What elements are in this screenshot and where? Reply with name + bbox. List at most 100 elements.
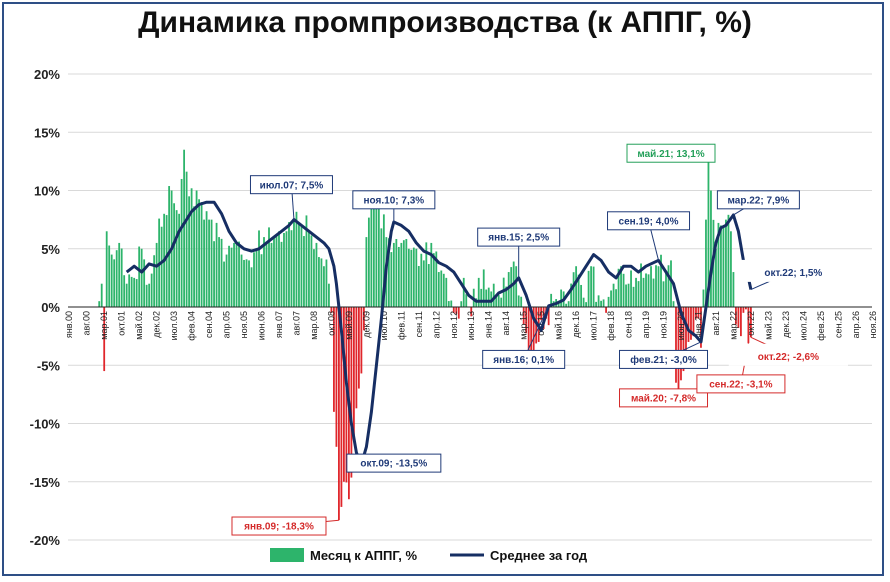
bar xyxy=(185,171,188,307)
bar xyxy=(625,284,627,307)
bar xyxy=(445,277,448,307)
bar xyxy=(415,248,418,307)
bar xyxy=(352,307,355,436)
bar xyxy=(615,289,617,307)
bar xyxy=(655,265,657,307)
bar xyxy=(210,219,213,307)
annotation-box xyxy=(231,516,327,536)
bar xyxy=(330,307,333,313)
bar xyxy=(397,246,400,307)
bar xyxy=(727,214,730,307)
bar xyxy=(695,307,697,319)
bar xyxy=(153,255,156,307)
annotation-box xyxy=(696,374,786,394)
x-tick-label: июн.13 xyxy=(466,311,476,340)
bar xyxy=(230,247,233,307)
bar xyxy=(642,277,645,307)
annotation-label: окт.09; -13,5% xyxy=(360,459,427,470)
bar xyxy=(313,249,315,307)
bar xyxy=(200,202,203,307)
bar xyxy=(318,257,320,307)
bar xyxy=(150,273,153,307)
bar xyxy=(492,283,495,307)
bar xyxy=(285,231,288,307)
bar xyxy=(198,199,200,307)
annotation-label: окт.22; 1,5% xyxy=(764,268,822,279)
bar xyxy=(590,266,592,307)
y-tick-label: 5% xyxy=(41,242,60,257)
bar xyxy=(178,213,181,307)
bar xyxy=(180,178,183,307)
annotation-box xyxy=(728,343,848,366)
bar xyxy=(193,206,195,307)
bar xyxy=(670,260,672,307)
bar xyxy=(595,301,597,307)
bar xyxy=(685,307,687,365)
bar xyxy=(110,254,113,307)
bar xyxy=(298,223,300,307)
bar xyxy=(707,154,710,307)
bar xyxy=(208,219,210,307)
bar xyxy=(377,202,380,307)
bar xyxy=(427,264,430,307)
bar xyxy=(505,286,508,307)
bar xyxy=(305,215,308,307)
bar xyxy=(730,231,732,307)
bar xyxy=(700,307,702,348)
bar xyxy=(632,286,635,307)
bar xyxy=(382,214,385,307)
bar xyxy=(260,254,263,307)
annotation-box xyxy=(346,453,442,473)
legend-line-label: Среднее за год xyxy=(490,548,588,563)
bar xyxy=(592,266,595,307)
bar xyxy=(482,269,485,307)
bar xyxy=(367,217,370,307)
bar xyxy=(275,234,278,307)
annotation: ноя.10; 7,3% xyxy=(352,190,436,222)
bar xyxy=(515,266,518,307)
bar xyxy=(323,266,325,307)
annotation-label: ноя.10; 7,3% xyxy=(364,195,425,206)
avg-line-series xyxy=(125,200,753,466)
bar xyxy=(720,225,722,307)
x-tick-label: фев.18 xyxy=(606,311,616,341)
bar xyxy=(265,241,268,307)
bar xyxy=(255,248,258,307)
bar xyxy=(338,307,340,521)
bar xyxy=(600,300,602,307)
bar xyxy=(293,219,295,307)
x-tick-label: сен.25 xyxy=(833,311,843,338)
bar xyxy=(245,259,248,307)
y-tick-label: 15% xyxy=(34,125,60,140)
bar xyxy=(647,274,650,307)
x-tick-label: сен.11 xyxy=(414,311,424,337)
bar xyxy=(325,259,328,307)
x-tick-label: июн.20 xyxy=(676,311,686,340)
bar xyxy=(610,290,612,307)
bar xyxy=(120,248,123,307)
bar xyxy=(360,307,363,374)
annotation-box xyxy=(482,349,566,369)
annotation: янв.15; 2,5% xyxy=(477,227,561,278)
annotation: июл.07; 7,5% xyxy=(249,175,333,220)
x-tick-label: июл.03 xyxy=(169,311,179,340)
chart-title: Динамика промпроизводства (к АППГ, %) xyxy=(138,6,752,39)
bar xyxy=(605,307,607,313)
bar xyxy=(607,296,610,307)
annotation-label: мар.22; 7,9% xyxy=(728,195,790,206)
x-tick-label: авг.00 xyxy=(82,311,92,335)
bar xyxy=(205,211,208,307)
bar xyxy=(98,301,101,307)
bar xyxy=(660,254,662,307)
bar xyxy=(218,237,220,307)
y-tick-label: 20% xyxy=(34,67,60,82)
bar xyxy=(160,226,163,307)
bar xyxy=(457,307,460,319)
bar xyxy=(550,293,553,307)
bar xyxy=(650,266,652,307)
y-axis-ticks: 20% 15% 10% 5% 0% -5% -10% -15% -20% xyxy=(30,67,61,548)
bar xyxy=(168,186,171,307)
bar xyxy=(557,301,560,307)
bar xyxy=(335,307,338,447)
bar xyxy=(525,307,528,334)
